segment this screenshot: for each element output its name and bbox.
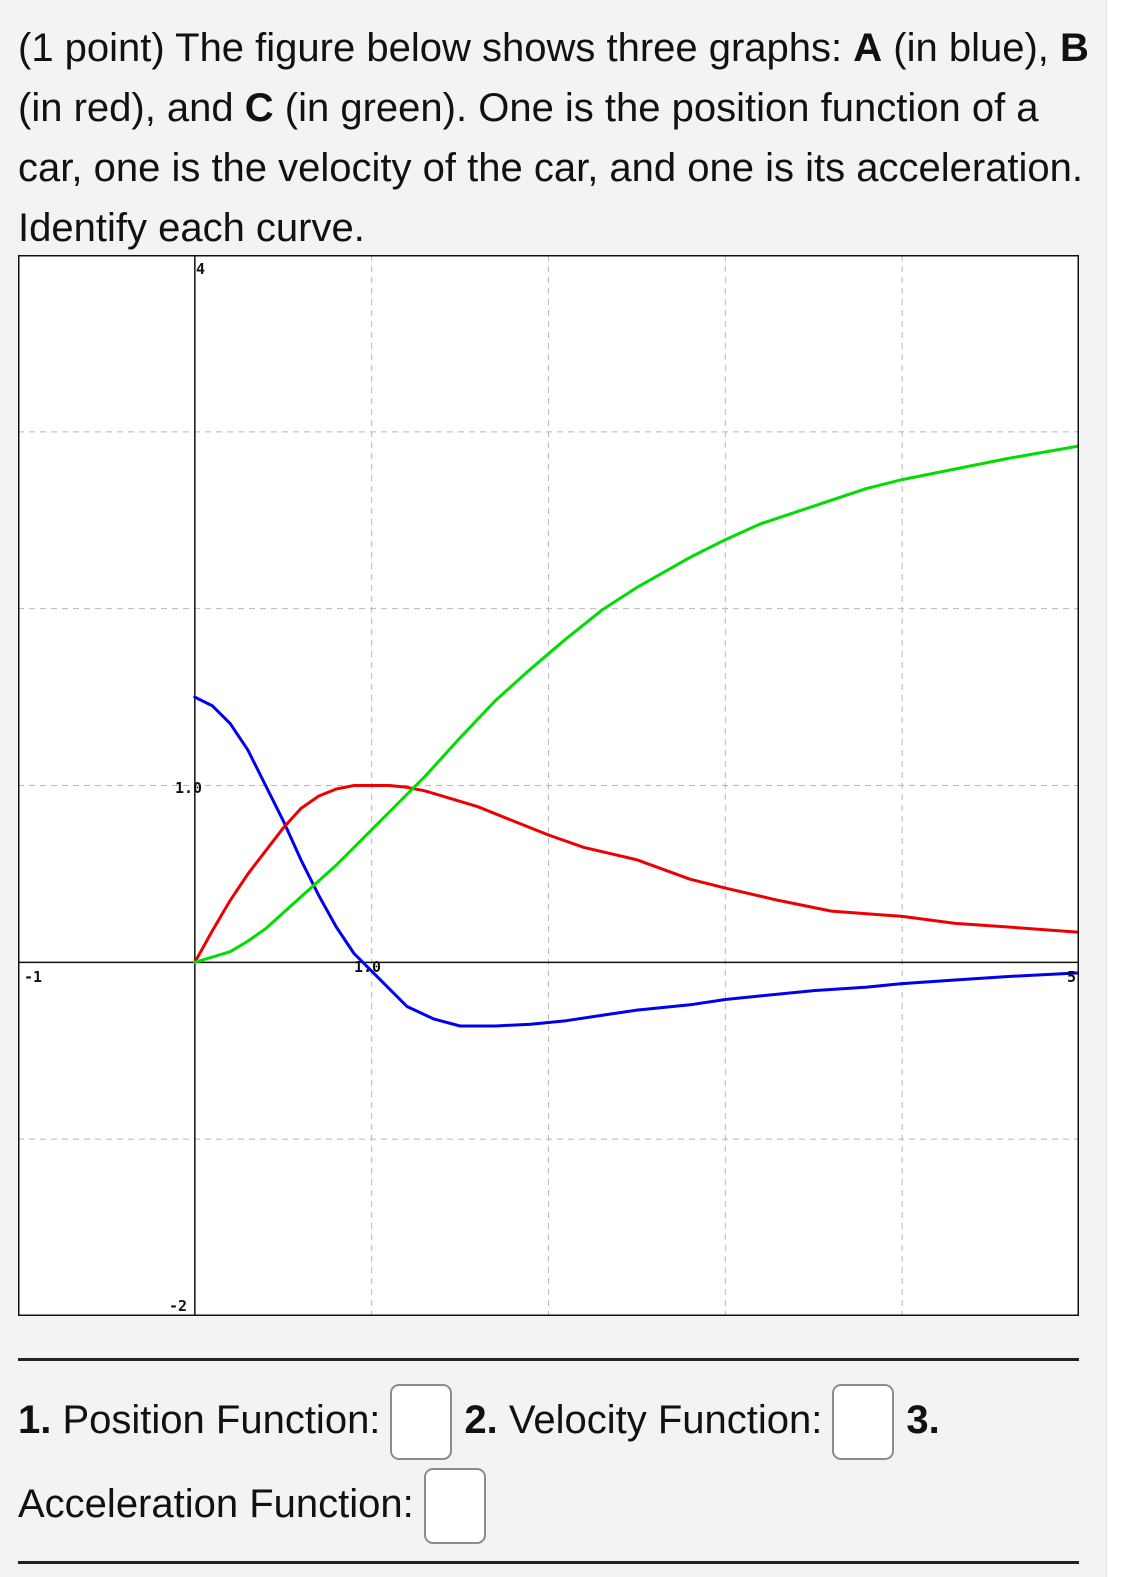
graph-c-label: C — [244, 86, 274, 130]
q1-number: 1. — [18, 1398, 52, 1442]
plot-border — [18, 255, 1079, 1316]
graph-b-label: B — [1060, 26, 1089, 70]
q2-label: Velocity Function: — [497, 1398, 823, 1442]
divider-top — [18, 1358, 1079, 1361]
scrollbar-track[interactable] — [1106, 0, 1143, 1577]
graph-svg: 4 -2 1.0 -1 5 1.0 — [18, 255, 1079, 1316]
graph-a-label: A — [853, 26, 883, 70]
curve-c-line — [193, 444, 1079, 964]
curves — [193, 444, 1079, 1028]
tick-labels: 4 -2 1.0 -1 5 1.0 — [24, 260, 1076, 1315]
graph-b-text: (in red), and — [18, 86, 245, 130]
tick-label-y-bottom: -2 — [169, 1297, 187, 1315]
q1-label: Position Function: — [51, 1398, 381, 1442]
divider-bottom — [18, 1561, 1079, 1564]
q3-label: Acceleration Function: — [18, 1482, 414, 1526]
velocity-answer-box[interactable] — [832, 1384, 895, 1461]
question-rest: (in green). One is the position function… — [18, 86, 1084, 250]
tick-label-x-left: -1 — [24, 968, 42, 986]
graph-figure: 4 -2 1.0 -1 5 1.0 — [18, 255, 1079, 1316]
question-prefix: (1 point) The figure below shows three g… — [18, 26, 854, 70]
question-text: (1 point) The figure below shows three g… — [18, 18, 1093, 258]
tick-label-y-top: 4 — [196, 260, 205, 278]
position-answer-box[interactable] — [390, 1384, 453, 1461]
tick-label-x-mid: 1.0 — [354, 958, 381, 976]
answer-section: 1. Position Function: 2. Velocity Functio… — [18, 1378, 1098, 1546]
graph-a-text: (in blue), — [882, 26, 1061, 70]
curve-a-line — [193, 695, 1079, 1028]
acceleration-answer-box[interactable] — [423, 1468, 486, 1545]
q2-number: 2. — [464, 1398, 498, 1442]
q3-number: 3. — [906, 1398, 940, 1442]
tick-label-x-right: 5 — [1067, 968, 1076, 986]
curve-b-line — [193, 784, 1079, 964]
tick-label-y-mid: 1.0 — [175, 779, 202, 797]
